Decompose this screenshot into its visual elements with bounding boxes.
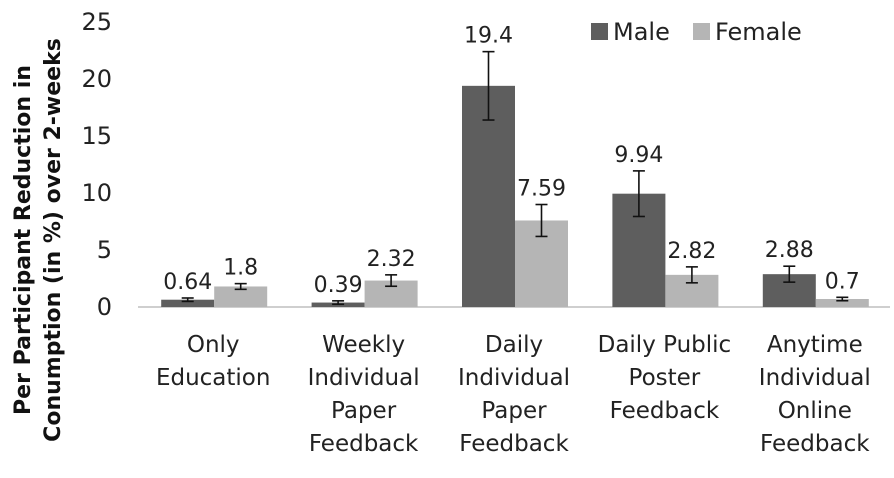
category-label-line: Daily Public [598, 332, 732, 358]
y-tick-label: 0 [97, 293, 112, 321]
error-bar [181, 297, 194, 303]
legend-label: Male [613, 18, 670, 46]
error-bars [181, 50, 849, 306]
error-bar [482, 50, 495, 121]
category-labels: Only Education Weekly Individual Paper Feedba… [156, 332, 871, 457]
y-tick-label: 10 [81, 179, 112, 207]
category-label-line: Individual [759, 365, 871, 391]
error-bar [632, 170, 645, 218]
data-label: 1.8 [223, 256, 258, 281]
error-bar [385, 274, 398, 288]
y-axis-title-line: Conumption (in %) over 2-weeks [41, 38, 66, 442]
category-label: Daily Public Poster Feedback [598, 332, 732, 424]
category-label: Daily Individual Paper Feedback [458, 332, 570, 457]
legend-item-male: Male [591, 18, 670, 46]
category-label-line: Feedback [610, 398, 720, 424]
category-label-line: Paper [331, 398, 397, 424]
category-label-line: Only [187, 332, 240, 358]
category-label-line: Feedback [459, 431, 569, 457]
category-label-line: Feedback [309, 431, 419, 457]
error-bar [685, 266, 698, 284]
data-label: 2.88 [765, 238, 814, 263]
data-label: 9.94 [614, 143, 663, 168]
error-bar [332, 300, 345, 306]
category-label-line: Paper [481, 398, 547, 424]
bar-female [214, 286, 268, 307]
data-label: 7.59 [517, 177, 566, 202]
legend-swatch [591, 23, 608, 40]
y-axis-title-line: Per Participant Reduction in [11, 65, 36, 415]
legend: Male Female [591, 18, 802, 46]
data-label: 19.4 [464, 24, 513, 49]
category-label: Only Education [156, 332, 271, 391]
legend-swatch [693, 23, 710, 40]
category-label-line: Feedback [760, 431, 870, 457]
data-label: 2.82 [667, 239, 716, 264]
bar-female [815, 299, 869, 307]
y-axis-title: Per Participant Reduction in Conumption (… [11, 38, 66, 442]
legend-item-female: Female [693, 18, 802, 46]
data-label: 0.39 [314, 273, 363, 298]
category-label-line: Poster [629, 365, 701, 391]
category-label-line: Education [156, 365, 271, 391]
data-label: 2.32 [367, 247, 416, 272]
category-label-line: Anytime [767, 332, 863, 358]
legend-label: Female [715, 18, 802, 46]
y-axis-label: Per Participant Reduction in Conumption (… [11, 38, 66, 442]
error-bar [535, 203, 548, 238]
y-axis-ticks: 0 5 10 15 20 25 [81, 8, 112, 321]
y-tick-label: 15 [81, 122, 112, 150]
category-label-line: Online [778, 398, 852, 424]
data-label: 0.7 [825, 269, 860, 294]
category-label-line: Individual [458, 365, 570, 391]
category-label-line: Individual [308, 365, 420, 391]
error-bar [783, 265, 796, 283]
category-label-line: Daily [485, 332, 543, 358]
bars [161, 85, 869, 307]
category-label-line: Weekly [322, 332, 405, 358]
bar-male [161, 299, 215, 307]
category-label: Weekly Individual Paper Feedback [308, 332, 420, 457]
y-tick-label: 5 [97, 236, 112, 264]
bar-male [462, 85, 515, 307]
data-label: 0.64 [163, 270, 212, 295]
category-label: Anytime Individual Online Feedback [759, 332, 871, 457]
error-bar [234, 282, 247, 291]
y-tick-label: 20 [81, 65, 112, 93]
error-bar [836, 296, 849, 302]
y-tick-label: 25 [81, 8, 112, 36]
data-labels: 0.64 0.39 19.4 9.94 2.88 1.8 2.32 7.59 2.82 0.7 [163, 24, 860, 298]
